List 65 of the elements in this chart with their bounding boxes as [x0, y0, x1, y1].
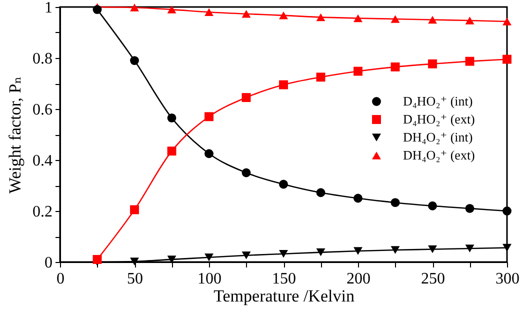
y-tick-label: 0.2: [32, 204, 52, 220]
point: [130, 4, 139, 12]
legend-label: D₄HO₂⁺ (ext): [403, 112, 475, 126]
point: [130, 258, 139, 266]
x-tick-label: 100: [198, 270, 222, 288]
point: [92, 254, 102, 264]
point: [428, 201, 437, 210]
point: [428, 59, 437, 68]
point: [390, 198, 400, 208]
point: [316, 188, 326, 198]
x-axis-title: Temperature /Kelvin: [214, 286, 355, 306]
point: [354, 247, 362, 255]
point: [502, 244, 512, 252]
point: [316, 72, 326, 82]
legend-label: DH₄O₂⁺ (int): [403, 130, 473, 144]
legend-label: DH₄O₂⁺ (ext): [403, 148, 475, 162]
point: [465, 244, 474, 252]
point: [316, 248, 326, 256]
point: [502, 206, 512, 216]
x-tick-label: 250: [421, 270, 445, 288]
x-tick-label: 300: [496, 270, 520, 288]
y-tick-label: 0.4: [32, 152, 52, 170]
point: [354, 194, 362, 203]
point: [204, 8, 214, 16]
point: [130, 56, 139, 66]
point: [465, 204, 474, 213]
point: [92, 5, 102, 14]
point: [502, 18, 512, 26]
point: [502, 54, 512, 64]
point: [354, 66, 362, 76]
point: [390, 246, 400, 254]
point: [167, 6, 176, 14]
y-tick-label: 1: [44, 0, 52, 16]
point: [279, 250, 288, 258]
point: [390, 15, 400, 23]
point: [279, 12, 288, 20]
point: [204, 112, 214, 122]
point: [354, 14, 362, 22]
point: [279, 180, 288, 189]
point: [242, 251, 251, 260]
x-tick-label: 50: [127, 270, 143, 288]
point: [390, 62, 400, 72]
point: [428, 245, 437, 254]
x-tick-label: 200: [346, 270, 370, 288]
y-tick-label: 0.8: [32, 50, 52, 68]
point: [242, 168, 251, 178]
y-tick-label: 0.6: [32, 102, 52, 118]
point: [428, 16, 437, 24]
point: [167, 113, 176, 122]
point: [242, 10, 251, 18]
point: [167, 256, 176, 264]
point: [167, 146, 176, 156]
x-tick-label: 0: [56, 270, 64, 288]
point: [465, 56, 474, 66]
point: [465, 16, 474, 24]
point: [204, 149, 214, 158]
point: [279, 80, 288, 90]
point: [204, 254, 214, 262]
point: [242, 93, 251, 102]
point: [130, 205, 139, 214]
legend-label: D₄HO₂⁺ (int): [403, 94, 473, 108]
y-axis-title: Weight factor, Pₙ: [6, 76, 24, 194]
y-tick-label: 0: [44, 254, 52, 272]
point: [316, 13, 326, 22]
x-tick-label: 150: [272, 270, 296, 288]
